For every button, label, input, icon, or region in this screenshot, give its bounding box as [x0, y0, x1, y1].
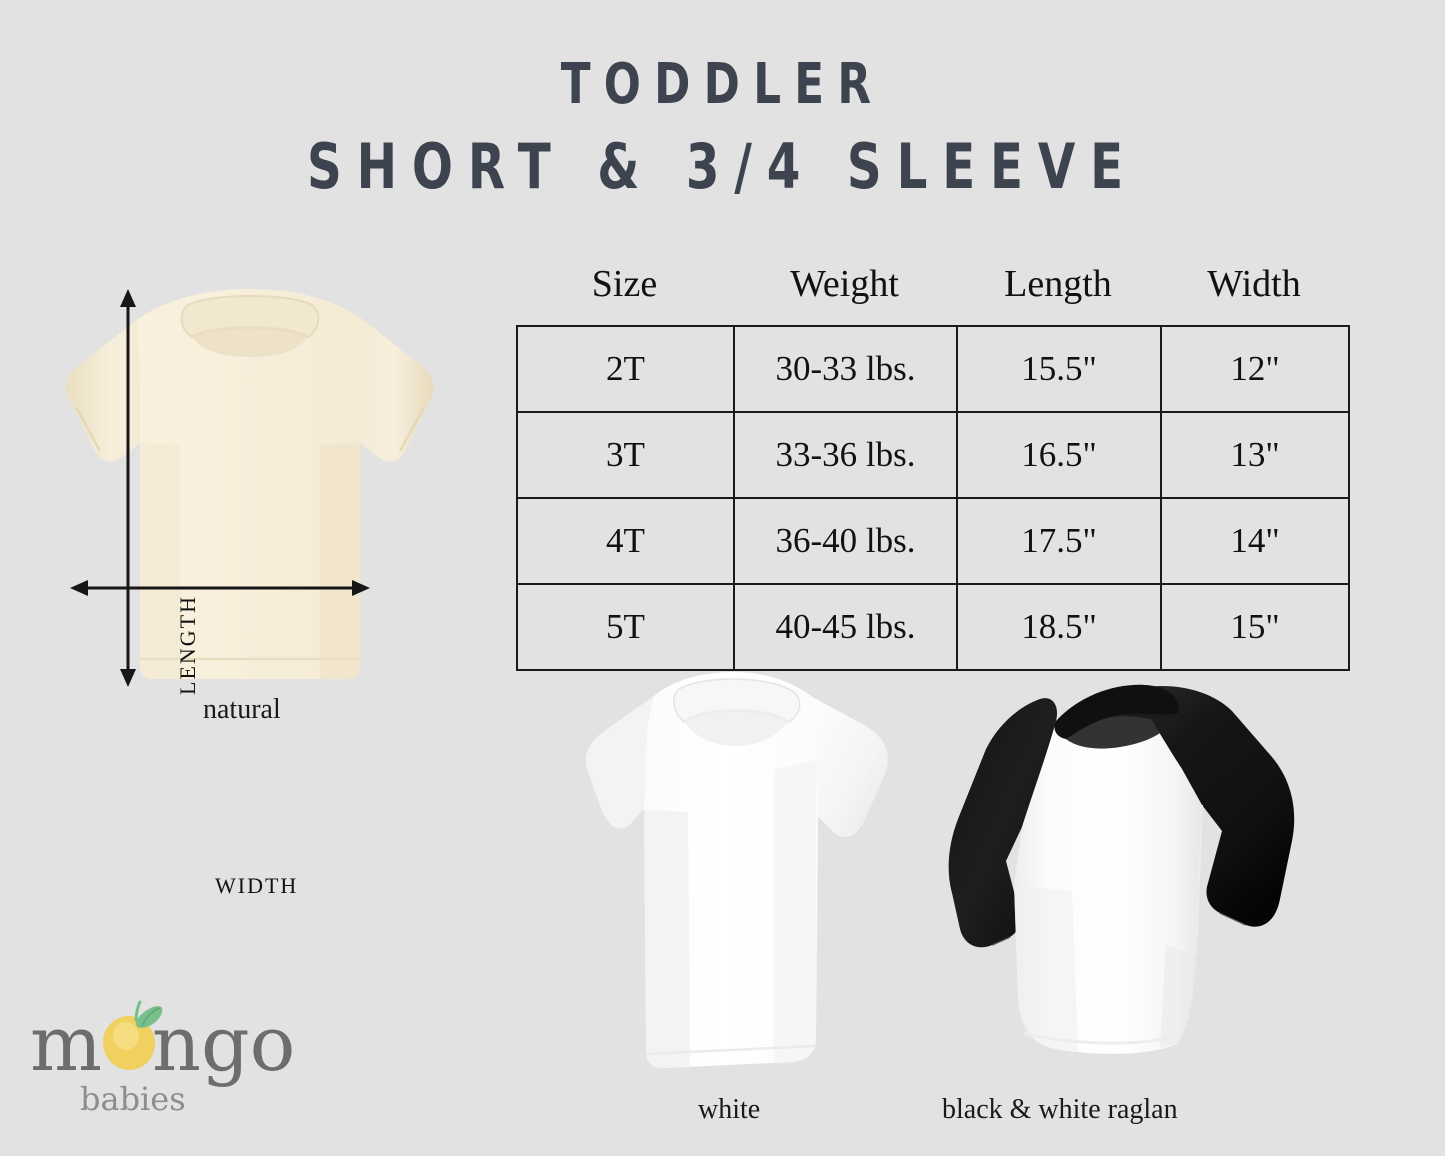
- raglan-shirt-image: [920, 655, 1340, 1083]
- cell-length: 16.5": [956, 411, 1162, 499]
- cell-length: 15.5": [956, 325, 1162, 413]
- size-table-header-row: Size Weight Length Width: [516, 262, 1348, 306]
- cell-width: 14": [1160, 497, 1350, 585]
- logo-letter-m: m: [30, 1000, 102, 1088]
- header-length: Length: [1004, 263, 1112, 305]
- header-size: Size: [591, 263, 658, 305]
- caption-white: white: [698, 1094, 761, 1125]
- size-table: 2T 30-33 lbs. 15.5" 12" 3T 33-36 lbs. 16…: [516, 325, 1350, 671]
- cell-width: 15": [1160, 583, 1350, 671]
- page-title: TODDLER SHORT & 3/4 SLEEVE: [0, 52, 1445, 203]
- title-line-sleeve: SHORT & 3/4 SLEEVE: [306, 130, 1139, 204]
- length-measure-label: LENGTH: [175, 595, 200, 695]
- cell-length: 17.5": [956, 497, 1162, 585]
- cell-weight: 33-36 lbs.: [733, 411, 958, 499]
- cell-size: 2T: [516, 325, 735, 413]
- table-row: 4T 36-40 lbs. 17.5" 14": [516, 497, 1350, 585]
- logo-letters-ngo: ngo: [152, 1000, 295, 1088]
- cell-length: 18.5": [956, 583, 1162, 671]
- caption-raglan: black & white raglan: [942, 1094, 1178, 1125]
- logo-sub-babies: babies: [80, 1080, 186, 1118]
- cell-width: 13": [1160, 411, 1350, 499]
- title-line-toddler: TODDLER: [560, 52, 885, 117]
- cell-weight: 36-40 lbs.: [733, 497, 958, 585]
- table-row: 2T 30-33 lbs. 15.5" 12": [516, 325, 1350, 413]
- natural-shirt-diagram: LENGTH WIDTH: [20, 275, 480, 898]
- cell-size: 3T: [516, 411, 735, 499]
- caption-natural: natural: [203, 694, 281, 725]
- cell-weight: 30-33 lbs.: [733, 325, 958, 413]
- header-width: Width: [1207, 263, 1301, 305]
- header-weight: Weight: [790, 263, 899, 305]
- table-row: 3T 33-36 lbs. 16.5" 13": [516, 411, 1350, 499]
- cell-size: 5T: [516, 583, 735, 671]
- cell-weight: 40-45 lbs.: [733, 583, 958, 671]
- mango-icon: [102, 1000, 163, 1070]
- white-shirt-image: [566, 660, 916, 1080]
- brand-logo: m ngo babies: [30, 1000, 320, 1130]
- width-measure-label: WIDTH: [215, 873, 299, 898]
- cell-size: 4T: [516, 497, 735, 585]
- table-row: 5T 40-45 lbs. 18.5" 15": [516, 583, 1350, 671]
- cell-width: 12": [1160, 325, 1350, 413]
